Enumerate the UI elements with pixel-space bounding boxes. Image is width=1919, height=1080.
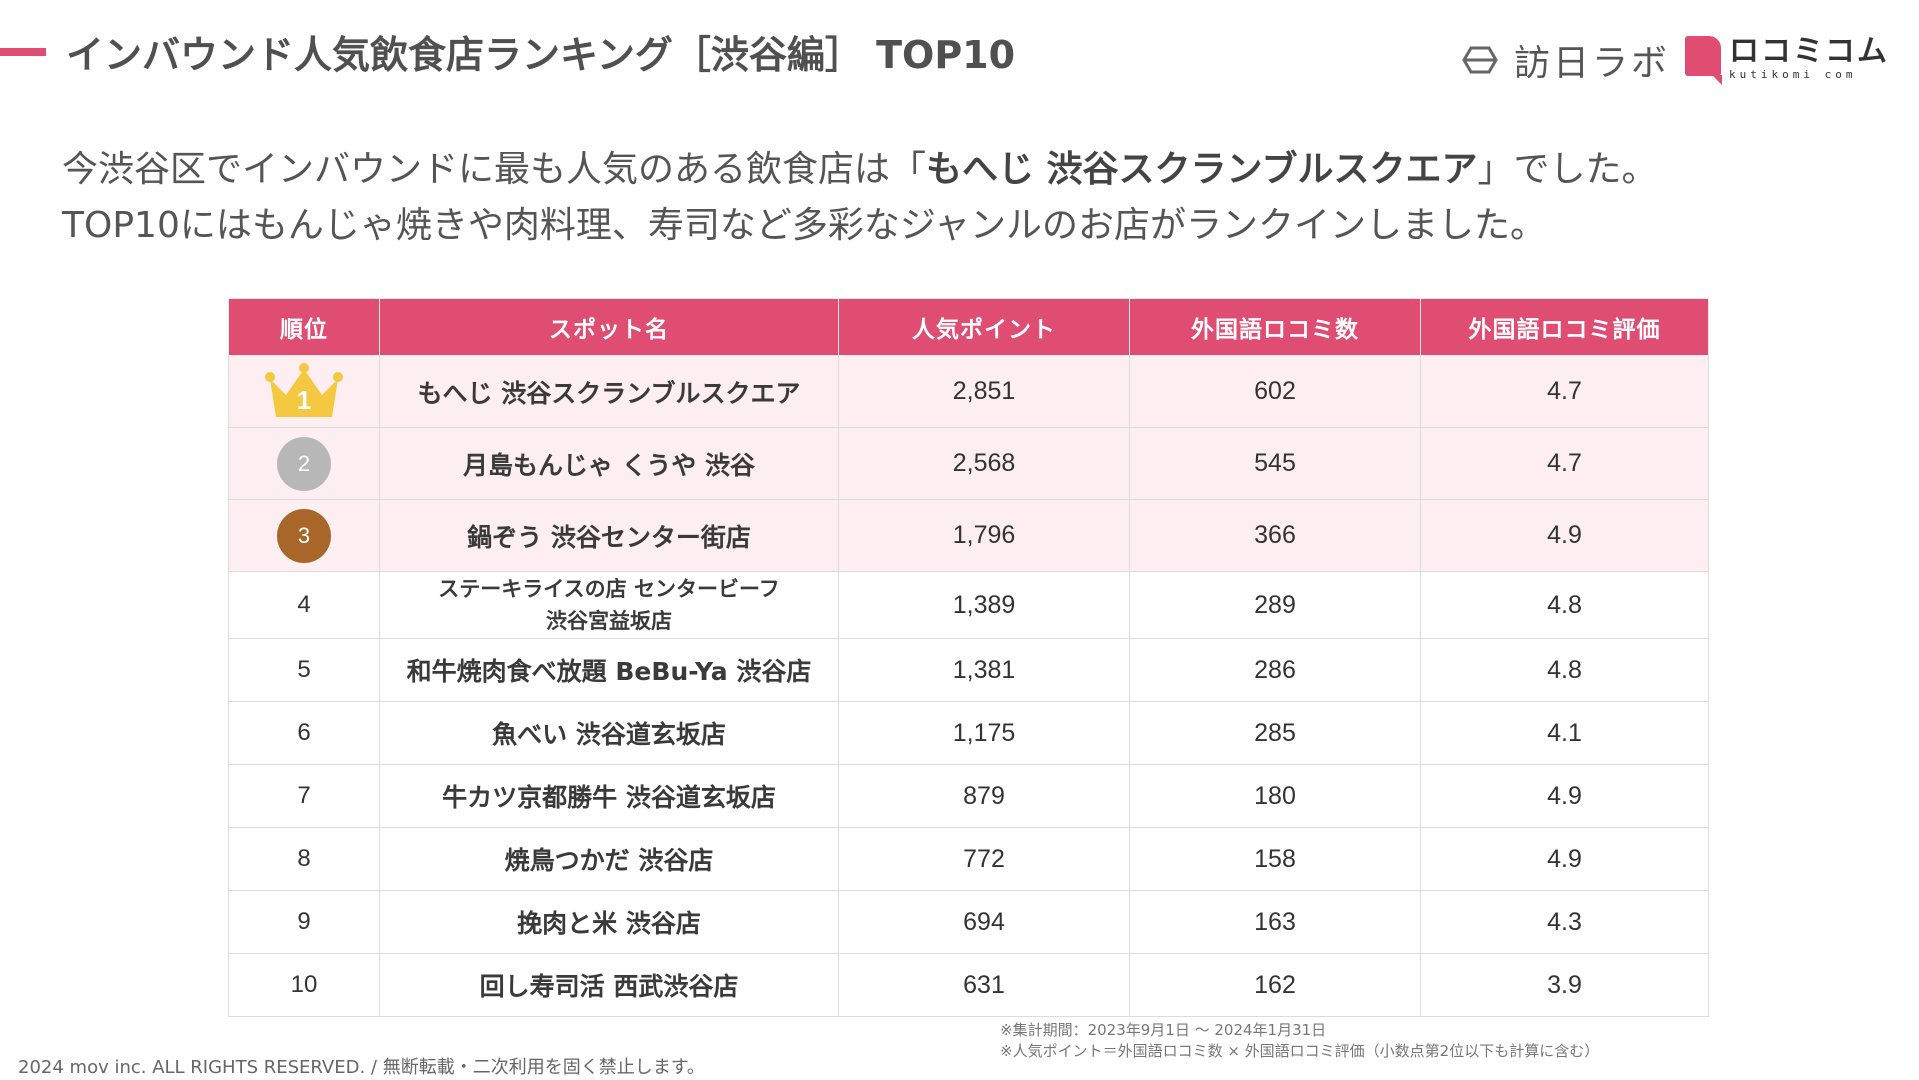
- popularity-points: 631: [838, 953, 1130, 1017]
- kuchikomi-speech-bubble-icon: [1685, 36, 1722, 85]
- intro-text: 今渋谷区でインバウンドに最も人気のある飲食店は「もへじ 渋谷スクランブルスクエア…: [62, 142, 1658, 254]
- rank-number: 6: [228, 701, 380, 765]
- spot-name: 牛カツ京都勝牛 渋谷道玄坂店: [379, 764, 839, 828]
- spot-name: ステーキライスの店 センタービーフ 渋谷宮益坂店: [379, 571, 839, 639]
- rank-number: 9: [228, 890, 380, 954]
- header-popularity-points: 人気ポイント: [838, 298, 1130, 356]
- spot-name: 挽肉と米 渋谷店: [379, 890, 839, 954]
- popularity-points: 2,851: [838, 355, 1130, 428]
- review-count: 286: [1129, 638, 1421, 702]
- review-rating: 4.9: [1420, 827, 1709, 891]
- popularity-points: 772: [838, 827, 1130, 891]
- table-row: 8 焼鳥つかだ 渋谷店 772 158 4.9: [228, 827, 1709, 891]
- review-rating: 4.3: [1420, 890, 1709, 954]
- review-rating: 4.9: [1420, 499, 1709, 572]
- homonichi-lab-mark-icon: [1462, 46, 1498, 74]
- spot-name: 鍋ぞう 渋谷センター街店: [379, 499, 839, 572]
- table-row: 9 挽肉と米 渋谷店 694 163 4.3: [228, 890, 1709, 954]
- review-count: 602: [1129, 355, 1421, 428]
- table-row: 1 もへじ 渋谷スクランブルスクエア 2,851 602 4.7: [228, 355, 1709, 428]
- review-rating: 4.7: [1420, 427, 1709, 500]
- review-count: 545: [1129, 427, 1421, 500]
- rank-number: 3: [297, 522, 311, 548]
- review-count: 180: [1129, 764, 1421, 828]
- page-title: インバウンド人気飲食店ランキング［渋谷編］ TOP10: [66, 33, 1016, 77]
- copyright-footer: 2024 mov inc. ALL RIGHTS RESERVED. / 無断転…: [18, 1057, 705, 1078]
- footnotes: ※集計期間：2023年9月1日 〜 2024年1月31日 ※人気ポイント＝外国語…: [1000, 1020, 1599, 1062]
- intro-line-2: TOP10にはもんじゃ焼きや肉料理、寿司など多彩なジャンルのお店がランクインしま…: [62, 205, 1547, 246]
- spot-name: 和牛焼肉食べ放題 BeBu-Ya 渋谷店: [379, 638, 839, 702]
- table-header-row: 順位 スポット名 人気ポイント 外国語ロコミ数 外国語ロコミ評価: [228, 298, 1709, 356]
- review-rating: 4.9: [1420, 764, 1709, 828]
- rank-number: 1: [296, 384, 312, 415]
- spot-name: もへじ 渋谷スクランブルスクエア: [379, 355, 839, 428]
- silver-medal-icon: 2: [277, 436, 331, 491]
- title-accent-bar: [0, 48, 46, 56]
- popularity-points: 1,796: [838, 499, 1130, 572]
- header-review-rating: 外国語ロコミ評価: [1420, 298, 1709, 356]
- header-spot-name: スポット名: [379, 298, 839, 356]
- header-review-count: 外国語ロコミ数: [1129, 298, 1421, 356]
- review-count: 366: [1129, 499, 1421, 572]
- header-rank: 順位: [228, 298, 380, 356]
- rank-number: 10: [228, 953, 380, 1017]
- spot-name: 月島もんじゃ くうや 渋谷: [379, 427, 839, 500]
- top-restaurant-highlight: もへじ 渋谷スクランブルスクエア: [926, 149, 1478, 190]
- popularity-points: 1,389: [838, 571, 1130, 639]
- kuchikomi-logo-subtext: kutikomi com: [1729, 68, 1857, 81]
- table-row: 7 牛カツ京都勝牛 渋谷道玄坂店 879 180 4.9: [228, 764, 1709, 828]
- popularity-points: 879: [838, 764, 1130, 828]
- spot-name: 魚べい 渋谷道玄坂店: [379, 701, 839, 765]
- gold-crown-icon: 1: [264, 362, 344, 421]
- ranking-table: 順位 スポット名 人気ポイント 外国語ロコミ数 外国語ロコミ評価 1 もへじ: [228, 298, 1709, 1017]
- table-row: 10 回し寿司活 西武渋谷店 631 162 3.9: [228, 953, 1709, 1017]
- homonichi-lab-logo: 訪日ラボ: [1460, 34, 1670, 86]
- rank-number: 4: [228, 571, 380, 639]
- footnote-formula: ※人気ポイント＝外国語ロコミ数 × 外国語ロコミ評価（小数点第2位以下も計算に含…: [1000, 1042, 1600, 1060]
- rank-number: 5: [228, 638, 380, 702]
- kuchikomi-logo-text: ロコミコム: [1729, 34, 1889, 69]
- table-row: 4 ステーキライスの店 センタービーフ 渋谷宮益坂店 1,389 289 4.8: [228, 571, 1709, 639]
- popularity-points: 1,175: [838, 701, 1130, 765]
- rank-number: 8: [228, 827, 380, 891]
- intro-line-1: 今渋谷区でインバウンドに最も人気のある飲食店は「もへじ 渋谷スクランブルスクエア…: [62, 149, 1658, 190]
- bronze-medal-icon: 3: [277, 508, 331, 563]
- popularity-points: 2,568: [838, 427, 1130, 500]
- spot-name: 焼鳥つかだ 渋谷店: [379, 827, 839, 891]
- table-row: 6 魚べい 渋谷道玄坂店 1,175 285 4.1: [228, 701, 1709, 765]
- rank-number: 2: [297, 450, 311, 476]
- review-count: 158: [1129, 827, 1421, 891]
- homonichi-lab-logo-text: 訪日ラボ: [1514, 43, 1671, 84]
- table-row: 3 鍋ぞう 渋谷センター街店 1,796 366 4.9: [228, 499, 1709, 572]
- rank-number: 7: [228, 764, 380, 828]
- popularity-points: 1,381: [838, 638, 1130, 702]
- review-rating: 4.7: [1420, 355, 1709, 428]
- review-count: 289: [1129, 571, 1421, 639]
- review-count: 285: [1129, 701, 1421, 765]
- review-count: 163: [1129, 890, 1421, 954]
- review-rating: 4.8: [1420, 571, 1709, 639]
- footnote-period: ※集計期間：2023年9月1日 〜 2024年1月31日: [1000, 1021, 1327, 1039]
- table-row: 2 月島もんじゃ くうや 渋谷 2,568 545 4.7: [228, 427, 1709, 500]
- review-rating: 4.1: [1420, 701, 1709, 765]
- spot-name: 回し寿司活 西武渋谷店: [379, 953, 839, 1017]
- table-row: 5 和牛焼肉食べ放題 BeBu-Ya 渋谷店 1,381 286 4.8: [228, 638, 1709, 702]
- review-count: 162: [1129, 953, 1421, 1017]
- kuchikomi-com-logo: ロコミコム kutikomi com: [1685, 34, 1889, 85]
- review-rating: 4.8: [1420, 638, 1709, 702]
- review-rating: 3.9: [1420, 953, 1709, 1017]
- popularity-points: 694: [838, 890, 1130, 954]
